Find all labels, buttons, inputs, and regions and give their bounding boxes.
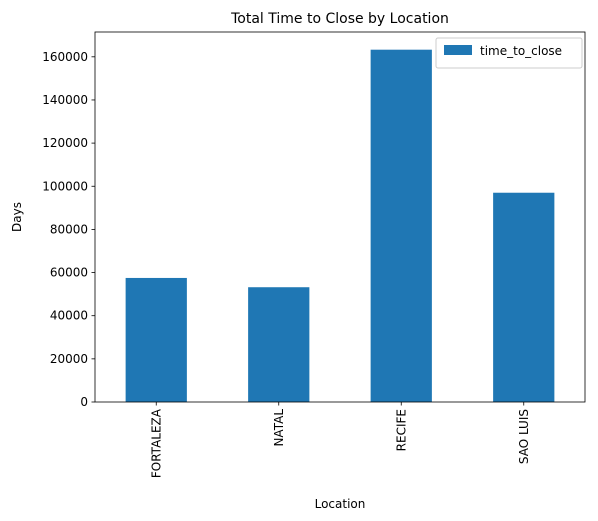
- y-tick-label: 40000: [50, 309, 88, 323]
- bar-natal: [248, 287, 310, 402]
- legend-box: [435, 37, 583, 69]
- x-tick-label: SAO LUIS: [517, 409, 531, 464]
- y-tick-label: 100000: [42, 179, 88, 193]
- y-tick-label: 60000: [50, 266, 88, 280]
- bar-sao-luis: [493, 192, 555, 402]
- y-tick-label: 80000: [50, 222, 88, 236]
- x-axis-ticks: FORTALEZA NATAL RECIFE SAO LUIS: [149, 402, 531, 478]
- y-axis-label: Days: [10, 202, 24, 232]
- plot-frame: [94, 31, 586, 403]
- y-tick-label: 20000: [50, 352, 88, 366]
- bar-recife: [370, 49, 432, 402]
- y-tick-label: 120000: [42, 136, 88, 150]
- chart-title: Total Time to Close by Location: [230, 11, 449, 27]
- bars-group: [125, 49, 555, 402]
- y-tick-label: 0: [80, 395, 88, 409]
- x-tick-label: RECIFE: [394, 409, 408, 451]
- x-axis-label: Location: [315, 497, 366, 511]
- y-tick-label: 140000: [42, 93, 88, 107]
- x-tick-label: NATAL: [272, 409, 286, 447]
- bar-fortaleza: [125, 277, 187, 402]
- legend-label: time_to_close: [480, 44, 562, 58]
- legend-swatch: [444, 45, 472, 55]
- y-axis-ticks: 0 20000 40000 60000 80000 100000 120000 140000 1…: [42, 50, 95, 409]
- y-tick-label: 160000: [42, 50, 88, 64]
- legend: time_to_close: [435, 37, 583, 69]
- x-tick-label: FORTALEZA: [149, 408, 163, 478]
